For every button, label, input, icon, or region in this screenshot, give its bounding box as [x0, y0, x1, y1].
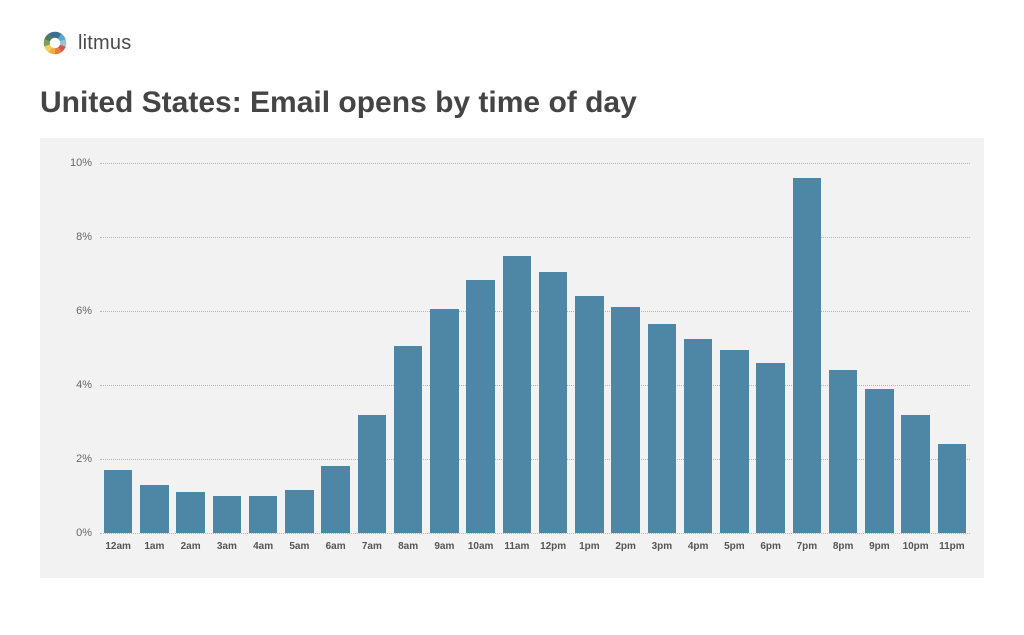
brand-name: litmus: [78, 32, 131, 55]
x-axis-label: 9am: [434, 541, 454, 552]
bar-slot: 1pm: [571, 163, 607, 533]
bar: [249, 496, 277, 533]
x-axis-label: 7am: [362, 541, 382, 552]
bar: [358, 415, 386, 533]
bar: [466, 280, 494, 533]
bar-slot: 8am: [390, 163, 426, 533]
bar-slot: 9am: [426, 163, 462, 533]
x-axis-label: 6pm: [760, 541, 781, 552]
x-axis-label: 4am: [253, 541, 273, 552]
x-axis-label: 6am: [326, 541, 346, 552]
bar: [829, 370, 857, 533]
bar: [684, 339, 712, 533]
bar: [430, 309, 458, 533]
bar-slot: 7am: [354, 163, 390, 533]
litmus-logo-icon: [40, 28, 70, 58]
bar-slot: 5pm: [716, 163, 752, 533]
x-axis-label: 10pm: [903, 541, 929, 552]
bar: [648, 324, 676, 533]
x-axis-label: 11pm: [939, 541, 965, 552]
x-axis-label: 9pm: [869, 541, 890, 552]
brand-block: litmus: [40, 28, 984, 58]
page-root: litmus United States: Email opens by tim…: [0, 0, 1024, 635]
y-axis-label: 2%: [76, 453, 92, 465]
bar-slot: 6am: [318, 163, 354, 533]
x-axis-label: 4pm: [688, 541, 709, 552]
bar-slot: 10am: [463, 163, 499, 533]
bar: [503, 256, 531, 534]
bar-slot: 11pm: [934, 163, 970, 533]
y-axis-label: 6%: [76, 305, 92, 317]
bar: [213, 496, 241, 533]
bar: [539, 272, 567, 533]
bar-slot: 9pm: [861, 163, 897, 533]
chart-panel: 12am1am2am3am4am5am6am7am8am9am10am11am1…: [40, 138, 984, 578]
y-axis-label: 10%: [70, 157, 92, 169]
x-axis-label: 2am: [181, 541, 201, 552]
x-axis-label: 12am: [105, 541, 131, 552]
bars-container: 12am1am2am3am4am5am6am7am8am9am10am11am1…: [100, 163, 970, 533]
y-axis-label: 4%: [76, 379, 92, 391]
bar: [793, 178, 821, 533]
bar-slot: 4am: [245, 163, 281, 533]
bar: [285, 490, 313, 533]
x-axis-label: 1pm: [579, 541, 600, 552]
bar-slot: 2pm: [608, 163, 644, 533]
bar-slot: 3pm: [644, 163, 680, 533]
bar: [720, 350, 748, 533]
grid-line: [100, 533, 970, 534]
bar-slot: 1am: [136, 163, 172, 533]
x-axis-label: 10am: [468, 541, 494, 552]
bar: [176, 492, 204, 533]
bar: [756, 363, 784, 533]
bar: [575, 296, 603, 533]
bar-slot: 6pm: [753, 163, 789, 533]
bar: [104, 470, 132, 533]
y-axis-label: 0%: [76, 527, 92, 539]
bar-slot: 7pm: [789, 163, 825, 533]
x-axis-label: 3pm: [652, 541, 673, 552]
x-axis-label: 12pm: [540, 541, 566, 552]
bar: [865, 389, 893, 533]
bar-slot: 5am: [281, 163, 317, 533]
x-axis-label: 3am: [217, 541, 237, 552]
x-axis-label: 5am: [289, 541, 309, 552]
bar: [140, 485, 168, 533]
bar: [611, 307, 639, 533]
x-axis-label: 2pm: [615, 541, 636, 552]
bar: [901, 415, 929, 533]
x-axis-label: 7pm: [797, 541, 818, 552]
plot-area: 12am1am2am3am4am5am6am7am8am9am10am11am1…: [100, 163, 970, 533]
bar-slot: 12am: [100, 163, 136, 533]
bar: [394, 346, 422, 533]
bar-slot: 8pm: [825, 163, 861, 533]
x-axis-label: 8pm: [833, 541, 854, 552]
x-axis-label: 1am: [144, 541, 164, 552]
bar-slot: 3am: [209, 163, 245, 533]
bar: [321, 466, 349, 533]
bar-slot: 2am: [173, 163, 209, 533]
x-axis-label: 8am: [398, 541, 418, 552]
bar-slot: 10pm: [898, 163, 934, 533]
bar-slot: 12pm: [535, 163, 571, 533]
x-axis-label: 5pm: [724, 541, 745, 552]
bar-slot: 11am: [499, 163, 535, 533]
x-axis-label: 11am: [504, 541, 529, 552]
bar: [938, 444, 966, 533]
bar-slot: 4pm: [680, 163, 716, 533]
chart-title: United States: Email opens by time of da…: [40, 86, 984, 120]
y-axis-label: 8%: [76, 231, 92, 243]
